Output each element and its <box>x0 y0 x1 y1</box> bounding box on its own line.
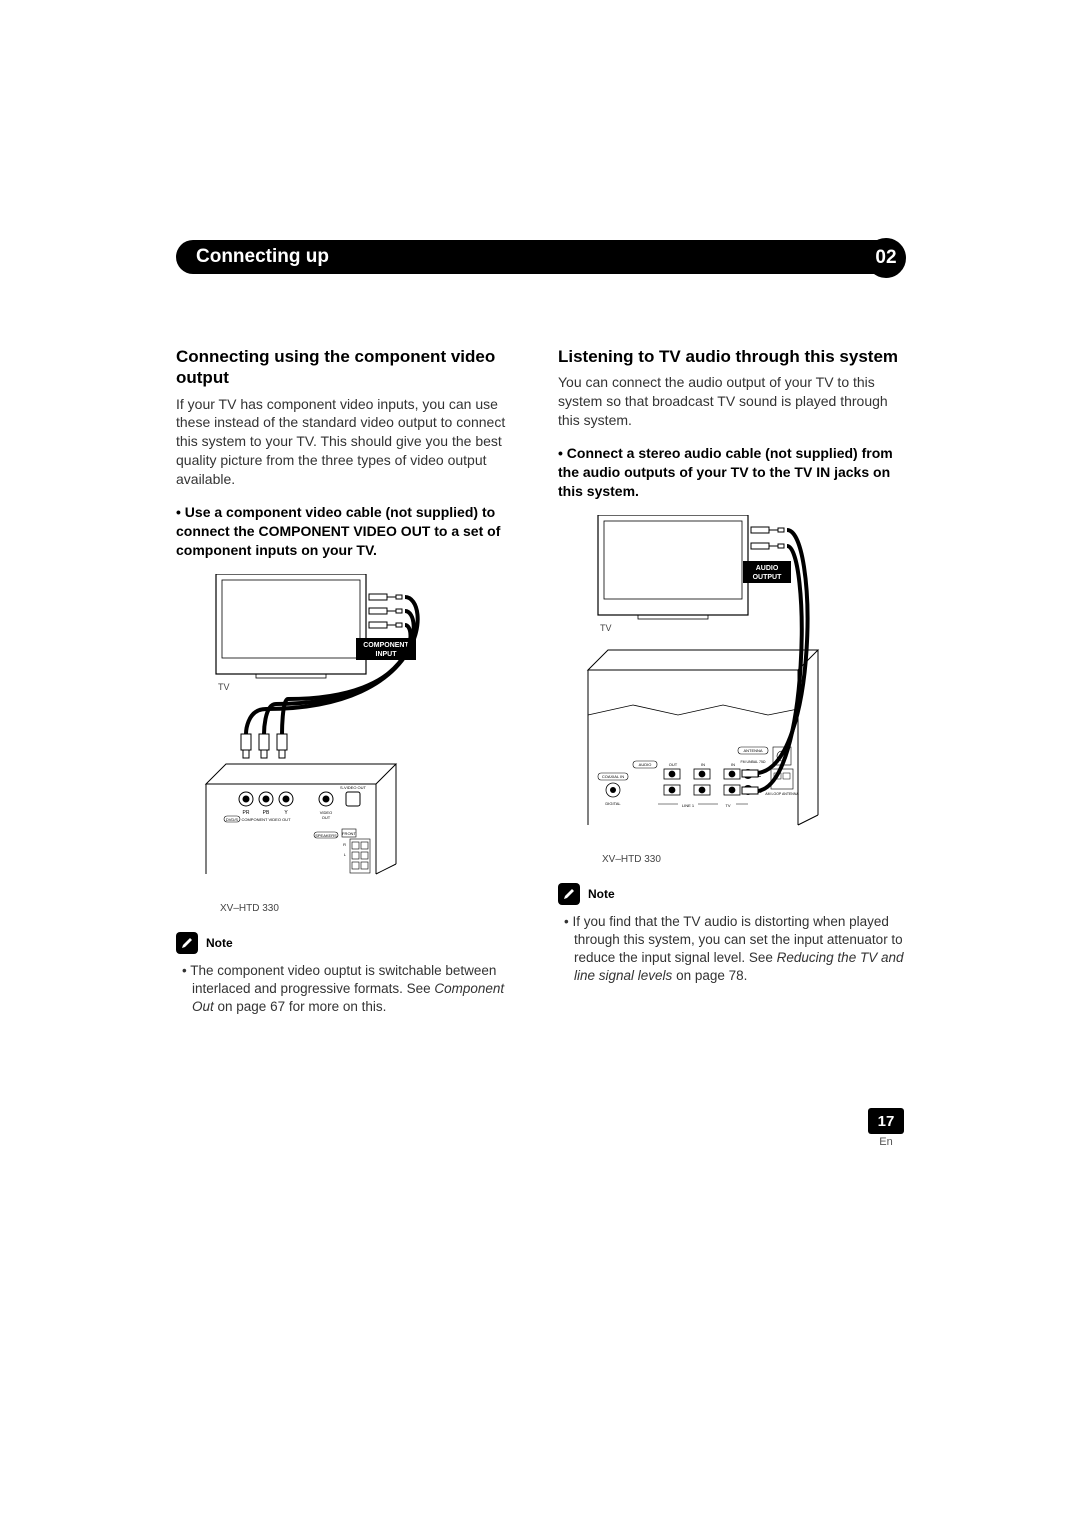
left-device-caption: XV–HTD 330 <box>220 903 522 914</box>
svg-text:COAXIAL IN: COAXIAL IN <box>602 774 624 779</box>
pencil-icon <box>176 932 198 954</box>
chapter-number: 02 <box>875 247 896 269</box>
svg-text:DIGITAL: DIGITAL <box>605 801 621 806</box>
manual-page: Connecting up 02 Connecting using the co… <box>0 0 1080 1528</box>
left-intro: If your TV has component video inputs, y… <box>176 395 522 489</box>
chapter-number-badge: 02 <box>866 238 906 278</box>
svg-text:SPEAKERS: SPEAKERS <box>315 833 337 838</box>
left-note-text: • The component video ouptut is switchab… <box>176 962 522 1017</box>
page-language: En <box>868 1136 904 1148</box>
chapter-title: Connecting up <box>196 246 329 267</box>
component-diagram-svg: COMPONENT INPUT TV <box>196 574 446 894</box>
right-device-caption: XV–HTD 330 <box>602 854 904 865</box>
svg-text:LINE 1: LINE 1 <box>682 803 695 808</box>
svg-text:AUDIO: AUDIO <box>639 762 652 767</box>
svg-text:ANTENNA: ANTENNA <box>743 748 762 753</box>
svg-text:IN: IN <box>731 762 735 767</box>
svg-text:FM UNBAL 75Ω: FM UNBAL 75Ω <box>740 760 765 764</box>
svg-text:AM LOOP ANTENNA: AM LOOP ANTENNA <box>765 792 799 796</box>
content-columns: Connecting using the component video out… <box>176 346 904 1016</box>
audio-diagram-svg: AUDIO OUTPUT TV <box>578 515 838 845</box>
svg-text:FRONT: FRONT <box>342 831 356 836</box>
svg-text:COMPONENT VIDEO OUT: COMPONENT VIDEO OUT <box>241 817 291 822</box>
svg-text:PB: PB <box>263 810 270 816</box>
svg-text:L: L <box>344 852 347 857</box>
page-number: 17 <box>878 1113 895 1130</box>
tv-label-2: INPUT <box>376 651 398 658</box>
svg-text:R: R <box>758 789 762 795</box>
svg-text:OUT: OUT <box>322 815 331 820</box>
note-label: Note <box>206 936 233 950</box>
svg-text:IN: IN <box>701 762 705 767</box>
page-number-badge: 17 <box>868 1108 904 1134</box>
right-instruction: • Connect a stereo audio cable (not supp… <box>558 444 904 501</box>
left-diagram: COMPONENT INPUT TV <box>196 574 522 914</box>
pencil-icon <box>558 883 580 905</box>
left-instruction: • Use a component video cable (not suppl… <box>176 503 522 560</box>
svg-text:TV: TV <box>725 803 730 808</box>
right-column: Listening to TV audio through this syste… <box>558 346 904 1016</box>
tv-label-1: COMPONENT <box>363 642 409 649</box>
right-heading: Listening to TV audio through this syste… <box>558 346 904 367</box>
tv-caption: TV <box>218 682 230 692</box>
svg-text:R: R <box>343 842 346 847</box>
right-intro: You can connect the audio output of your… <box>558 373 904 430</box>
svg-text:OUTPUT: OUTPUT <box>753 574 783 581</box>
page-footer: 17 En <box>868 1108 904 1148</box>
svg-text:OUT: OUT <box>669 762 678 767</box>
chapter-title-pill: Connecting up 02 <box>176 240 904 274</box>
right-note-header: Note <box>558 883 904 905</box>
left-note-header: Note <box>176 932 522 954</box>
right-note-text: • If you find that the TV audio is disto… <box>558 913 904 986</box>
note-label: Note <box>588 887 615 901</box>
left-heading: Connecting using the component video out… <box>176 346 522 389</box>
chapter-header: Connecting up 02 <box>176 240 904 276</box>
right-diagram: AUDIO OUTPUT TV <box>578 515 904 865</box>
svg-text:PR: PR <box>243 810 250 816</box>
svg-text:DVD/S: DVD/S <box>226 817 239 822</box>
svg-text:AUDIO: AUDIO <box>756 565 779 572</box>
svg-text:TV: TV <box>600 623 612 633</box>
left-column: Connecting using the component video out… <box>176 346 522 1016</box>
svg-text:S-VIDEO OUT: S-VIDEO OUT <box>340 785 367 790</box>
svg-text:Y: Y <box>284 810 288 816</box>
